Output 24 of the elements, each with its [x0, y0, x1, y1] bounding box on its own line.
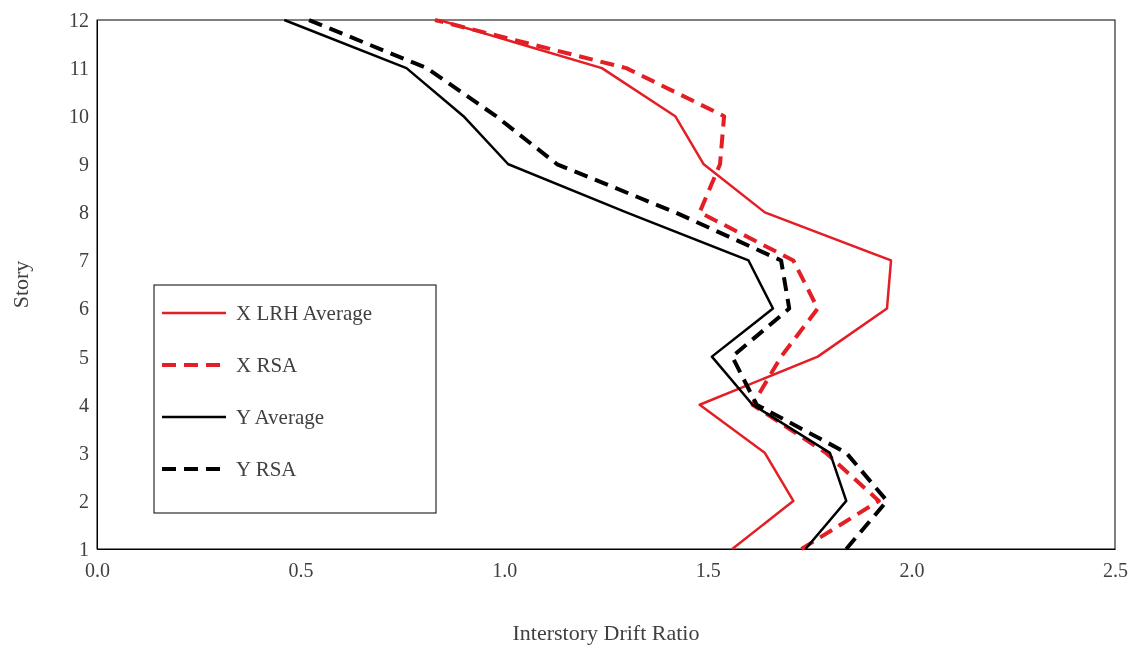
legend-label: Y Average — [236, 405, 325, 429]
y-tick-label: 6 — [79, 297, 89, 320]
y-tick-label: 10 — [69, 105, 89, 128]
y-tick-label: 9 — [79, 153, 89, 176]
y-tick-label: 7 — [79, 249, 89, 272]
x-tick-label: 0.5 — [288, 559, 314, 582]
y-tick-label: 12 — [69, 8, 89, 31]
x-tick-label: 1.0 — [492, 559, 518, 582]
y-axis-title: Story — [8, 260, 33, 309]
y-tick-label: 2 — [79, 489, 89, 512]
legend-label: X RSA — [236, 353, 299, 377]
x-tick-label: 0.0 — [85, 559, 110, 582]
y-tick-label: 3 — [79, 441, 89, 464]
y-tick-label: 4 — [79, 393, 89, 416]
x-tick-label: 1.5 — [695, 559, 721, 582]
y-tick-label: 1 — [79, 537, 89, 560]
y-tick-label: 11 — [69, 56, 89, 79]
legend-label: X LRH Average — [236, 301, 373, 325]
x-tick-label: 2.0 — [899, 559, 925, 582]
y-tick-label: 5 — [79, 345, 89, 368]
x-axis-title: Interstory Drift Ratio — [512, 620, 700, 645]
legend-label: Y RSA — [236, 457, 298, 481]
y-tick-label: 8 — [79, 201, 89, 224]
x-tick-label: 2.5 — [1103, 559, 1128, 582]
